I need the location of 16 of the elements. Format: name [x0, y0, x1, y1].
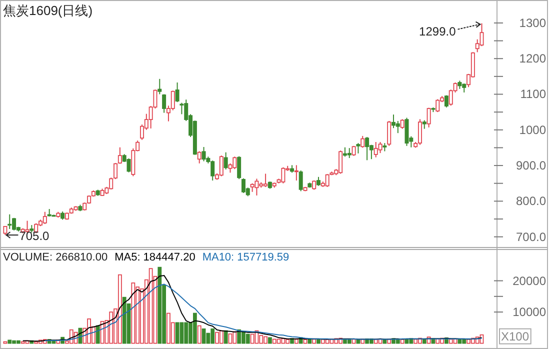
- y-tick-label: 700.0: [516, 230, 546, 244]
- annotation: 1299.0: [419, 24, 456, 38]
- y-tick-label: 900.0: [516, 158, 546, 173]
- y-tick-label: 1200: [519, 52, 546, 66]
- y-tick-label: 1000: [519, 122, 546, 137]
- chart-title: 焦炭1609(日线): [3, 3, 93, 18]
- y-axis-title: X100: [501, 329, 530, 344]
- y-tick-label: 1300: [519, 16, 546, 30]
- annotation: 705.0: [19, 229, 50, 244]
- annotation: MA10: 157719.59: [202, 252, 290, 264]
- y-tick-label: 800.0: [516, 194, 546, 208]
- y-tick-label: 20000: [512, 274, 546, 288]
- y-tick-label: 10000: [512, 305, 546, 320]
- annotation: VOLUME: 266810.00: [3, 252, 108, 264]
- annotation: MA5: 184447.20: [114, 252, 196, 264]
- y-tick-label: 1100: [520, 87, 546, 102]
